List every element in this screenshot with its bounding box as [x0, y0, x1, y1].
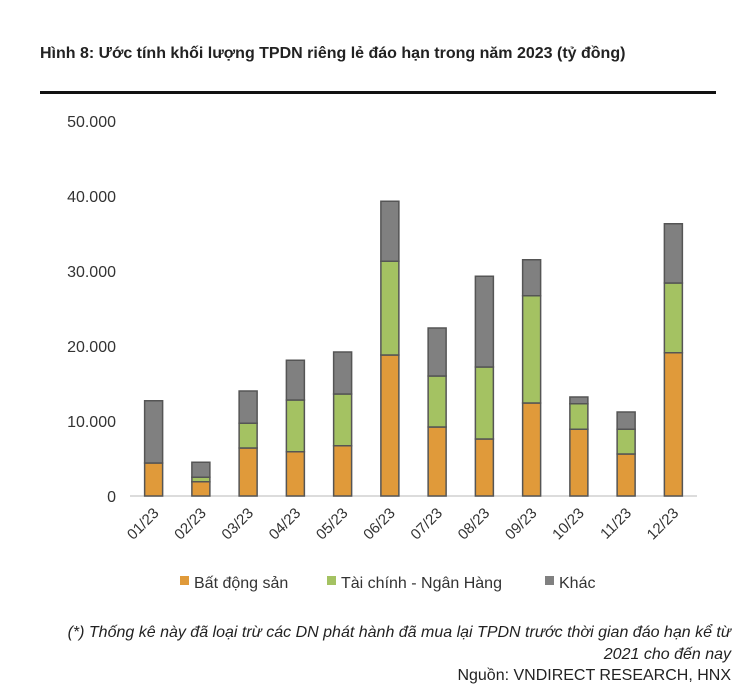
bar-segment	[616, 453, 636, 497]
x-tick-label: 03/23	[218, 505, 257, 544]
bar-segment	[616, 411, 636, 430]
footnote: (*) Thống kê này đã loại trừ các DN phát…	[67, 624, 731, 663]
y-tick-label: 50.000	[67, 114, 116, 131]
bar-segment	[380, 200, 400, 262]
bar-segment	[427, 426, 447, 497]
x-tick-label: 10/23	[549, 505, 588, 544]
bar-segment	[238, 422, 258, 449]
bar-segment	[521, 402, 542, 497]
legend-label: Khác	[559, 575, 595, 592]
x-tick-label: 09/23	[502, 505, 541, 544]
bar-segment	[474, 366, 495, 440]
x-tick-label: 05/23	[313, 505, 352, 544]
bar-segment	[238, 447, 258, 497]
y-tick-label: 10.000	[67, 414, 116, 431]
bar-segment	[474, 275, 495, 368]
bar-segment	[569, 428, 589, 497]
bar-segment	[569, 396, 589, 405]
x-tick-label: 07/23	[407, 505, 446, 544]
bar-segment	[663, 282, 684, 354]
source: Nguồn: VNDIRECT RESEARCH, HNX	[457, 667, 731, 684]
bar-segment	[380, 260, 400, 356]
title-divider	[40, 91, 716, 94]
legend-label: Tài chính - Ngân Hàng	[341, 575, 502, 592]
legend-label: Bất động sản	[194, 575, 288, 592]
y-tick-label: 20.000	[67, 339, 116, 356]
x-tick-label: 08/23	[455, 505, 494, 544]
bar-segment	[191, 481, 211, 497]
bar-segment	[569, 403, 589, 430]
chart-title: Hình 8: Ước tính khối lượng TPDN riêng l…	[40, 45, 626, 62]
bar-segment	[380, 354, 400, 497]
x-tick-label: 11/23	[597, 505, 635, 543]
x-tick-label: 12/23	[644, 505, 683, 544]
bar-segment	[521, 295, 542, 404]
x-tick-label: 04/23	[266, 505, 305, 544]
bar-segment	[663, 223, 684, 284]
bar-segment	[332, 393, 353, 447]
bar-segment	[285, 359, 306, 401]
legend-swatch	[545, 576, 554, 585]
legend-swatch	[180, 576, 189, 585]
bar-segment	[143, 462, 164, 497]
bar-segment	[427, 327, 447, 377]
bar-segment	[143, 400, 164, 464]
bar-segment	[285, 399, 306, 453]
bar-segment	[332, 445, 353, 497]
bar-segment	[474, 438, 495, 497]
bar-segment	[663, 352, 684, 497]
x-tick-label: 01/23	[124, 505, 163, 544]
y-tick-label: 40.000	[67, 189, 116, 206]
bar-segment	[616, 428, 636, 455]
y-tick-label: 30.000	[67, 264, 116, 281]
bar-segment	[191, 461, 211, 478]
bar-segment	[238, 390, 258, 424]
x-tick-label: 06/23	[360, 505, 399, 544]
bar-segment	[521, 259, 542, 297]
bar-segment	[332, 351, 353, 395]
y-tick-label: 0	[107, 489, 116, 506]
stacked-bar-chart: 0 10.000 20.000 30.000 40.000 50.000 01/23 02/2…	[67, 114, 697, 592]
legend-swatch	[327, 576, 336, 585]
bar-segment	[285, 451, 306, 497]
x-tick-label: 02/23	[171, 505, 210, 544]
bar-segment	[427, 375, 447, 428]
